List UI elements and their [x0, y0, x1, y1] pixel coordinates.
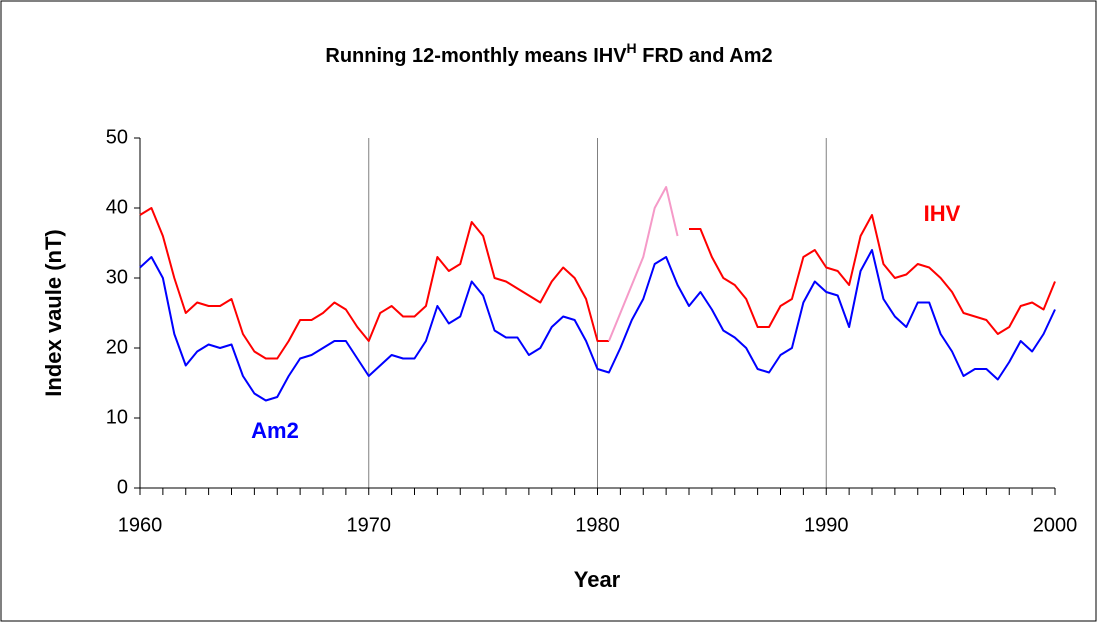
y-tick-label: 20 — [106, 336, 128, 358]
y-tick-label: 40 — [106, 196, 128, 218]
y-tick-label: 50 — [106, 126, 128, 148]
series-label: IHV — [924, 201, 961, 226]
x-axis-label: Year — [574, 567, 621, 592]
x-tick-label: 2000 — [1033, 514, 1078, 536]
title-part: FRD and Am2 — [637, 45, 773, 67]
series-line — [139, 207, 1056, 360]
x-tick-label: 1990 — [804, 514, 849, 536]
chart-title: Running 12-monthly means IHVH FRD and Am… — [325, 40, 772, 68]
series-line — [139, 249, 1056, 402]
series-line — [608, 186, 679, 342]
y-tick-label: 10 — [106, 406, 128, 428]
title-part: Running 12-monthly means IHV — [325, 45, 627, 67]
title-superscript: H — [627, 40, 637, 56]
x-tick-label: 1970 — [347, 514, 392, 536]
y-tick-label: 0 — [117, 476, 128, 498]
x-tick-label: 1980 — [575, 514, 620, 536]
x-tick-label: 1960 — [118, 514, 163, 536]
y-tick-label: 30 — [106, 266, 128, 288]
y-axis-label: Index vaule (nT) — [41, 229, 66, 396]
series-label: Am2 — [251, 418, 299, 443]
